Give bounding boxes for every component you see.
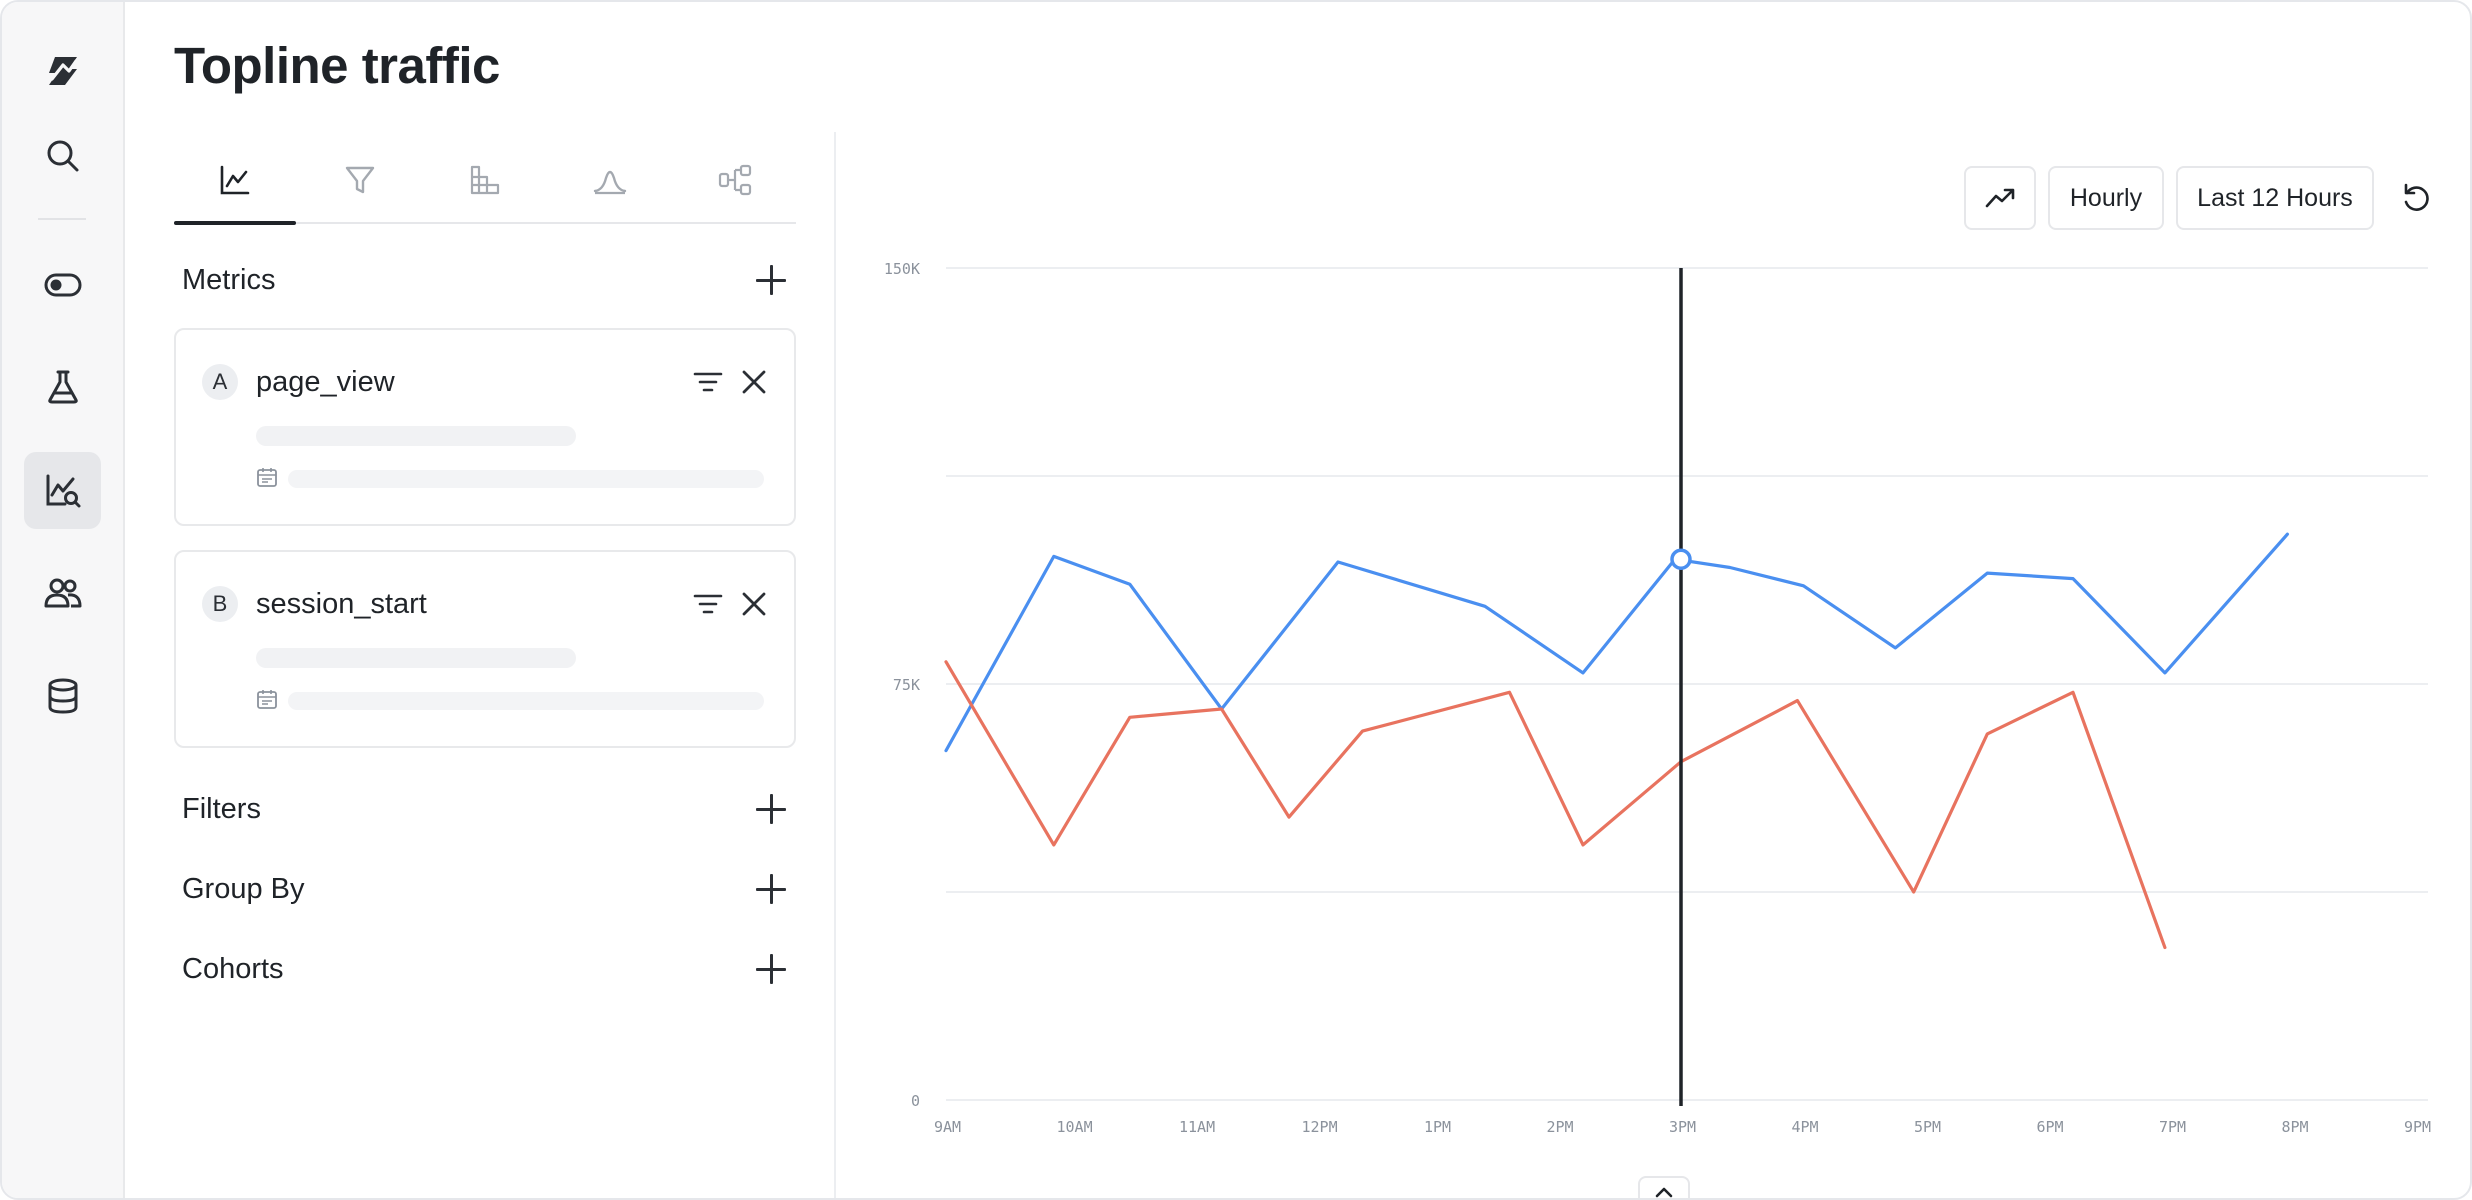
loading-placeholder: [288, 470, 764, 488]
x-tick-label: 12PM: [1302, 1118, 1338, 1136]
toggle-icon[interactable]: [24, 246, 101, 323]
users-icon[interactable]: [24, 554, 101, 631]
loading-placeholder: [256, 426, 576, 446]
metric-card-b[interactable]: B session_start: [174, 550, 796, 748]
search-icon[interactable]: [24, 117, 101, 194]
loading-placeholder: [256, 648, 576, 668]
hover-point: [1670, 548, 1692, 570]
funnel-icon: [345, 166, 375, 194]
y-tick-label: 75K: [893, 676, 920, 694]
x-tick-label: 7PM: [2159, 1118, 2186, 1136]
filters-section-header: Filters: [174, 785, 796, 833]
metric-card-a[interactable]: A page_view: [174, 328, 796, 526]
x-tick-label: 11AM: [1179, 1118, 1215, 1136]
series-line-0: [944, 532, 2289, 753]
series-line-1: [944, 660, 2167, 950]
tab-retention[interactable]: [424, 162, 546, 222]
x-tick-label: 9AM: [934, 1118, 961, 1136]
icon-rail: [2, 2, 125, 1198]
chart-type-tabs: [174, 132, 796, 225]
calendar-icon: [257, 690, 277, 709]
interval-select[interactable]: Hourly: [2048, 166, 2164, 230]
loading-placeholder: [288, 692, 764, 710]
add-filter-button[interactable]: [754, 792, 788, 826]
tab-distribution[interactable]: [549, 162, 671, 222]
calendar-icon: [257, 468, 277, 487]
x-tick-label: 3PM: [1669, 1118, 1696, 1136]
metric-name[interactable]: page_view: [256, 366, 395, 398]
metric-name[interactable]: session_start: [256, 588, 427, 620]
metrics-section-header: Metrics: [174, 256, 796, 304]
database-icon[interactable]: [24, 657, 101, 734]
filter-lines-icon[interactable]: [692, 366, 724, 398]
line-chart[interactable]: 0 75K 150K 9AM 10AM 11AM 12PM 1PM 2PM 3PM 4PM 5PM 6P…: [836, 132, 2472, 1200]
x-tick-label: 6PM: [2037, 1118, 2064, 1136]
chart-pane: Hourly Last 12 Hours 0 75K 150K 9AM 10AM 11AM…: [834, 132, 2472, 1200]
cohorts-section-header: Cohorts: [174, 945, 796, 993]
metric-badge: B: [202, 586, 238, 622]
retention-grid-icon: [470, 165, 500, 195]
group-by-section-header: Group By: [174, 865, 796, 913]
chart-search-icon[interactable]: [24, 452, 101, 529]
x-tick-label: 9PM: [2404, 1118, 2431, 1136]
x-tick-label: 5PM: [1914, 1118, 1941, 1136]
line-chart-icon: [220, 165, 250, 195]
x-tick-label: 8PM: [2282, 1118, 2309, 1136]
flask-icon[interactable]: [24, 348, 101, 425]
rail-divider: [38, 218, 86, 220]
distribution-icon: [593, 170, 627, 195]
tab-trends[interactable]: [174, 162, 296, 225]
metrics-label: Metrics: [182, 263, 276, 296]
logo-icon[interactable]: [24, 32, 101, 109]
add-cohort-button[interactable]: [754, 952, 788, 986]
y-tick-label: 150K: [884, 260, 920, 278]
x-tick-label: 4PM: [1792, 1118, 1819, 1136]
trend-icon: [1985, 188, 2015, 208]
flow-icon: [718, 164, 752, 196]
add-metric-button[interactable]: [754, 263, 788, 297]
filters-label: Filters: [182, 792, 261, 825]
x-tick-label: 2PM: [1547, 1118, 1574, 1136]
chevron-up-icon: [1655, 1187, 1673, 1198]
tab-flows[interactable]: [674, 162, 796, 222]
metric-badge: A: [202, 364, 238, 400]
filter-lines-icon[interactable]: [692, 588, 724, 620]
date-range-select[interactable]: Last 12 Hours: [2176, 166, 2374, 230]
tab-funnels[interactable]: [299, 162, 421, 222]
expand-panel-button[interactable]: [1638, 1176, 1690, 1198]
close-icon[interactable]: [738, 366, 770, 398]
query-builder-panel: Metrics A page_view B session_start Filt…: [174, 132, 796, 1198]
x-tick-label: 1PM: [1424, 1118, 1451, 1136]
x-tick-label: 10AM: [1057, 1118, 1093, 1136]
refresh-icon[interactable]: [2398, 180, 2434, 216]
cohorts-label: Cohorts: [182, 952, 284, 985]
group-by-label: Group By: [182, 872, 305, 905]
page-title: Topline traffic: [174, 37, 500, 94]
close-icon[interactable]: [738, 588, 770, 620]
y-tick-label: 0: [911, 1092, 920, 1110]
add-group-by-button[interactable]: [754, 872, 788, 906]
chart-style-button[interactable]: [1964, 166, 2036, 230]
